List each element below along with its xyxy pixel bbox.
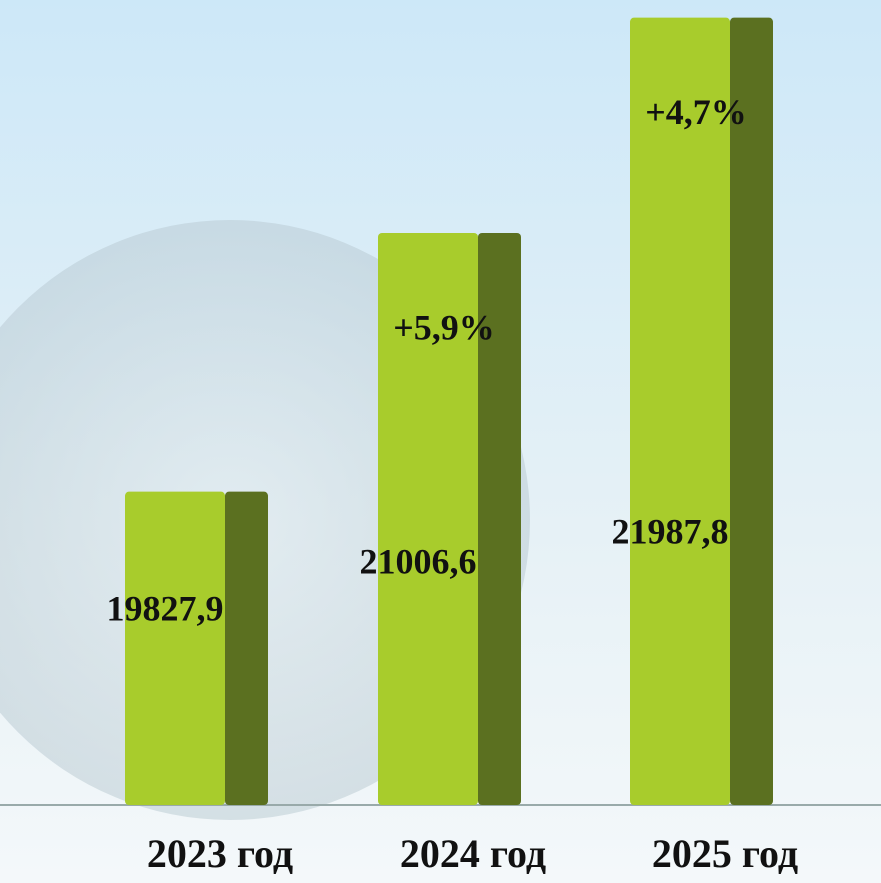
growth-label: +5,9% [393, 307, 495, 347]
growth-label: +4,7% [645, 92, 747, 132]
chart: 19827,9 2023 год 21006,6 +5,9% 2024 год 21987… [0, 0, 881, 883]
value-label: 19827,9 [107, 588, 224, 628]
bar-side [225, 492, 268, 805]
bar-side [730, 18, 773, 805]
page: 19827,9 2023 год 21006,6 +5,9% 2024 год 21987… [0, 0, 881, 883]
value-label: 21987,8 [612, 511, 729, 551]
x-tick-label: 2024 год [400, 831, 546, 876]
bar [125, 492, 225, 805]
x-tick-label: 2025 год [652, 831, 798, 876]
x-tick-label: 2023 год [147, 831, 293, 876]
bar [630, 18, 730, 805]
value-label: 21006,6 [360, 541, 477, 581]
